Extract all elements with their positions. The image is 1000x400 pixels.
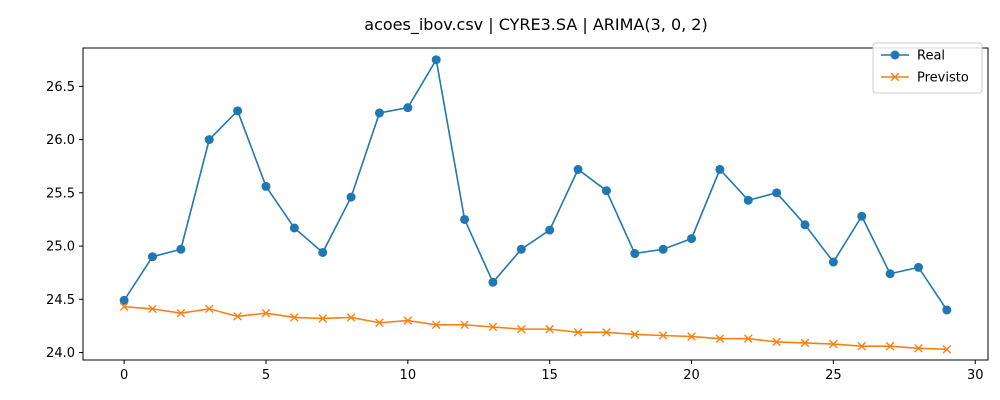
legend-marker-icon [890,72,900,82]
y-tick-label: 25.0 [46,240,75,255]
x-tick-label: 0 [120,368,128,383]
data-point-real [601,186,611,196]
data-point-real [772,188,782,198]
series-line-previsto [124,305,947,351]
data-point-previsto [942,345,952,354]
legend-item-real: Real [881,49,945,64]
data-point-previsto [630,330,640,339]
x-tick-label: 20 [683,368,700,383]
x-tick-label: 15 [541,368,558,383]
data-point-real [346,192,356,202]
data-point-real [885,269,895,279]
data-point-real [289,223,299,233]
data-point-previsto [743,334,753,343]
x-tick-label: 10 [400,368,417,383]
data-point-previsto [346,313,356,322]
data-point-real [630,249,640,259]
data-point-previsto [885,341,895,351]
y-tick-label: 25.5 [46,186,75,201]
data-point-real [743,195,753,205]
x-tick-label: 25 [825,368,842,383]
data-point-previsto [488,322,498,332]
data-point-real [488,277,498,287]
data-point-real [687,234,697,244]
data-point-previsto [233,312,242,321]
plot-area-frame [82,47,989,361]
y-tick-label: 24.0 [46,346,75,361]
series-line-real [123,57,948,311]
chart-title: acoes_ibov.csv | CYRE3.SA | ARIMA(3, 0, … [364,15,707,35]
data-point-real [913,262,923,272]
data-point-real [176,244,186,254]
data-point-previsto [602,328,611,337]
data-point-previsto [914,343,923,353]
data-point-real [148,252,158,262]
x-tick-label: 5 [262,368,270,383]
data-point-previsto [800,338,810,348]
axes-layer: 0 5 10 15 20 25 30 24.0 24.5 25.0 25.5 26.0 26.5 [46,80,983,383]
data-point-previsto [772,337,781,347]
y-tick-label: 26.5 [46,80,75,95]
legend-label: Previsto [917,71,969,86]
data-point-real [431,55,441,65]
data-point-previsto [829,339,838,349]
data-point-previsto [375,318,384,328]
legend-item-previsto: Previsto [881,71,969,86]
data-point-real [857,211,867,221]
data-point-real [828,257,838,267]
y-tick-label: 24.5 [46,293,75,308]
data-point-real [233,106,243,116]
data-point-previsto [318,314,328,323]
series-layer [119,55,952,354]
data-point-previsto [290,313,299,322]
data-point-real [545,225,555,235]
data-point-previsto [431,320,441,330]
data-point-real [573,164,583,174]
data-point-real [516,244,526,254]
data-point-previsto [545,324,554,334]
data-point-real [715,164,725,174]
data-point-real [800,220,810,230]
y-tick-label: 26.0 [46,133,75,148]
data-point-previsto [261,308,271,318]
data-point-previsto [715,334,725,343]
data-point-previsto [460,320,469,330]
data-point-real [658,244,668,254]
legend-marker-icon [890,50,900,60]
data-point-previsto [119,302,129,312]
legend-label: Real [917,49,945,64]
data-point-previsto [687,332,696,341]
data-point-previsto [403,316,413,325]
data-point-previsto [176,308,186,318]
data-point-real [460,214,470,224]
data-point-real [942,305,952,315]
legend: Real Previsto [872,42,983,94]
data-point-previsto [517,324,526,334]
data-point-real [318,247,328,257]
data-point-real [261,181,271,191]
x-tick-label: 30 [967,368,984,383]
data-point-previsto [857,341,867,351]
data-point-previsto [204,304,214,314]
data-point-real [204,135,214,145]
data-point-previsto [573,328,583,337]
data-point-previsto [658,331,668,340]
data-point-real [374,108,384,118]
data-point-real [119,295,129,305]
data-point-previsto [148,304,157,314]
data-point-real [403,103,413,113]
